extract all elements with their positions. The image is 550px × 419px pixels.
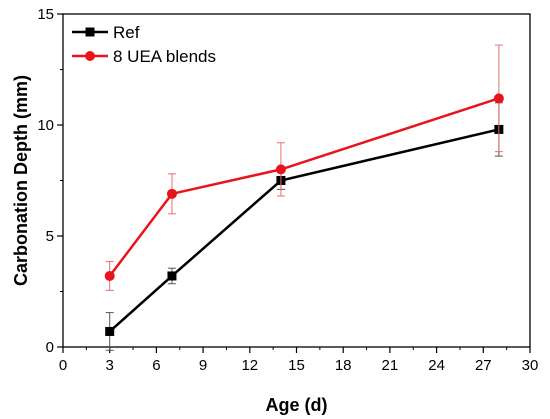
y-tick-label: 15 [37, 6, 54, 23]
data-point [275, 164, 286, 175]
legend-marker [85, 27, 95, 37]
x-axis-label: Age (d) [266, 395, 328, 415]
x-tick-label: 27 [475, 357, 492, 374]
x-tick-label: 21 [382, 357, 399, 374]
data-point [105, 326, 115, 336]
data-point [493, 93, 504, 104]
y-tick-label: 0 [46, 339, 54, 356]
x-tick-label: 30 [522, 357, 539, 374]
legend-item: Ref [72, 23, 140, 42]
x-tick-label: 18 [335, 357, 352, 374]
y-axis-label: Carbonation Depth (mm) [11, 75, 31, 286]
y-tick-label: 10 [37, 117, 54, 134]
series-line [108, 128, 500, 333]
x-tick-label: 24 [428, 357, 445, 374]
x-tick-label: 12 [241, 357, 258, 374]
data-point [166, 188, 177, 199]
legend-item: 8 UEA blends [72, 47, 216, 66]
x-tick-label: 6 [152, 357, 160, 374]
legend-label: Ref [113, 23, 140, 42]
x-axis: 0 3 6 9 12 15 18 21 24 27 30 [59, 347, 539, 374]
y-axis: 0 5 10 15 [37, 6, 63, 356]
series-line [108, 97, 500, 277]
data-point [104, 270, 115, 281]
x-tick-label: 0 [59, 357, 67, 374]
legend-marker [85, 51, 95, 61]
series-ref [105, 102, 504, 351]
x-tick-label: 3 [106, 357, 114, 374]
y-tick-label: 5 [46, 228, 54, 245]
series-layer [104, 44, 504, 351]
legend-label: 8 UEA blends [113, 47, 216, 66]
x-tick-label: 9 [199, 357, 207, 374]
x-tick-label: 15 [288, 357, 305, 374]
legend: Ref 8 UEA blends [72, 23, 216, 66]
series-uea [104, 44, 504, 291]
data-point [167, 271, 177, 281]
